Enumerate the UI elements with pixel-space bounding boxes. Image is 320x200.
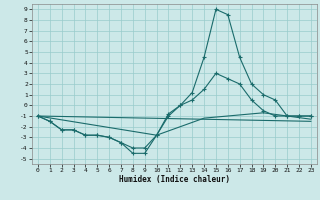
X-axis label: Humidex (Indice chaleur): Humidex (Indice chaleur) <box>119 175 230 184</box>
